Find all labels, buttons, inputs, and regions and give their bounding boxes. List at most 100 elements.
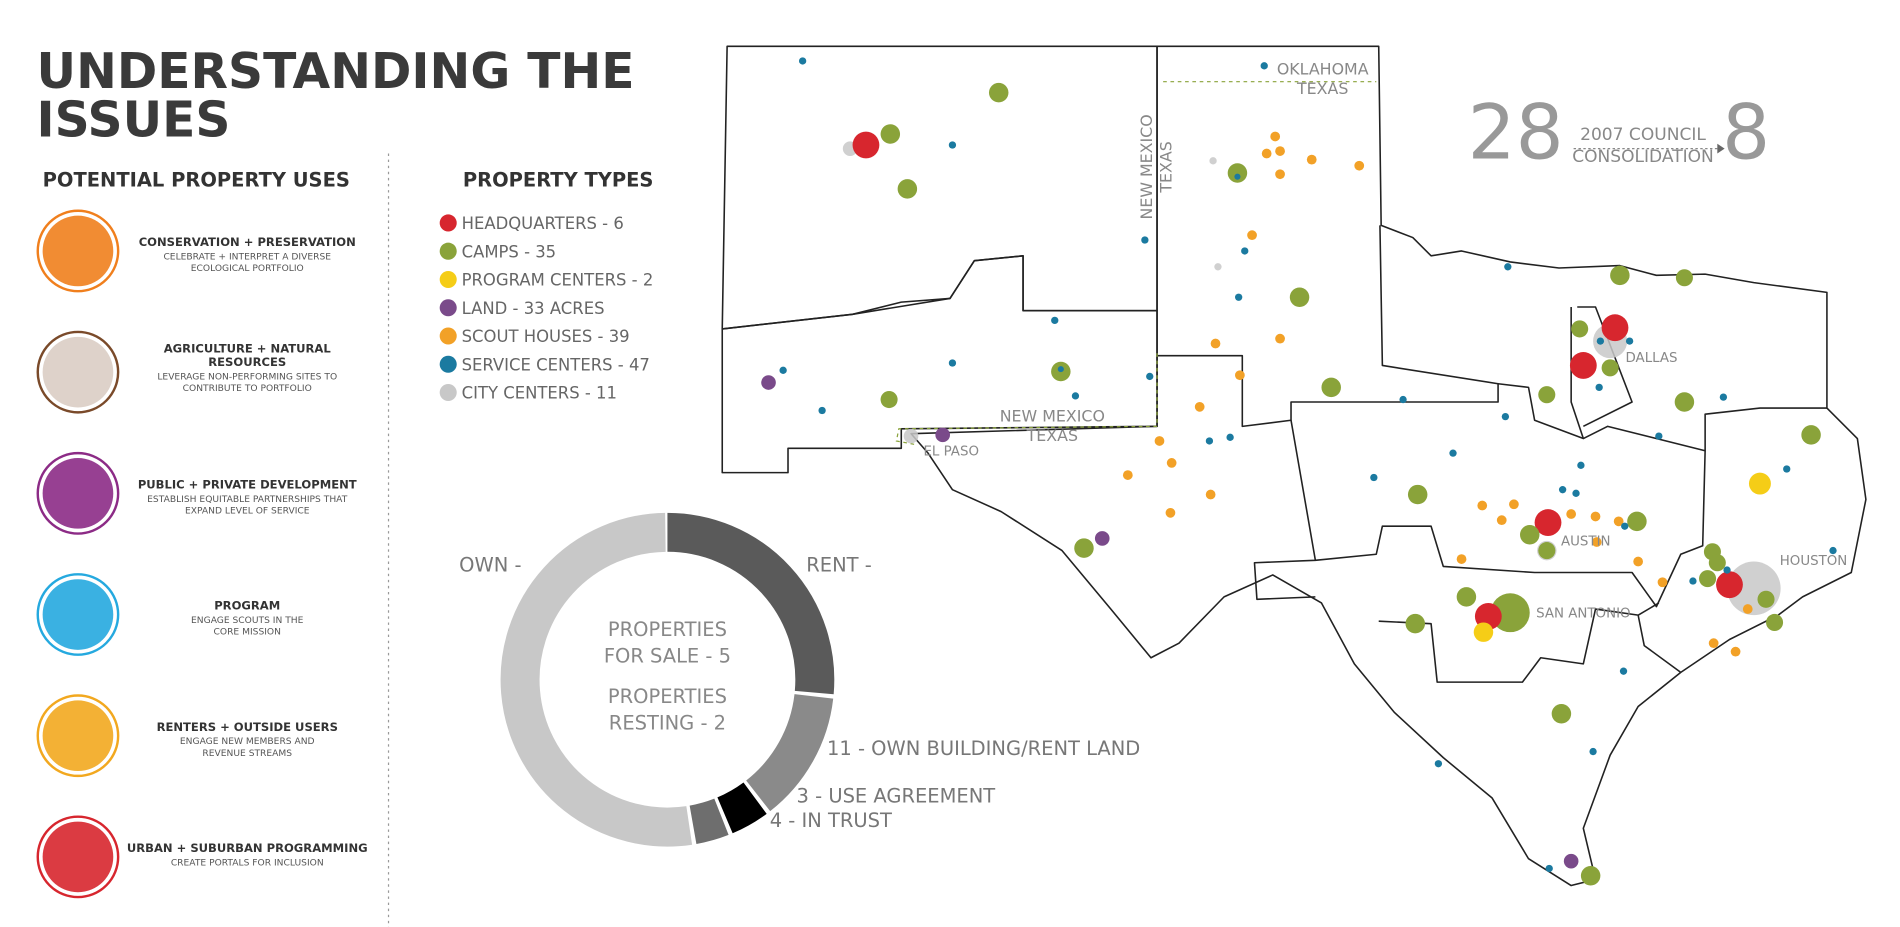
donut-segment	[689, 798, 729, 845]
legend-label: PROGRAM CENTERS - 2	[462, 271, 654, 290]
map-dot	[1235, 370, 1245, 381]
map-dot	[1370, 473, 1378, 482]
legend-swatch	[439, 355, 457, 373]
map-dot	[935, 427, 950, 443]
map-dot	[761, 375, 776, 390]
map-dot	[1595, 383, 1603, 392]
map-dot	[1122, 470, 1133, 480]
map-dot	[1699, 570, 1717, 588]
map-dot	[1214, 263, 1222, 271]
map-dot	[1456, 554, 1467, 564]
map-dot	[1534, 509, 1562, 536]
use-icon-fill	[42, 336, 114, 408]
donut-segment-label: 3 - USE AGREEMENT	[797, 785, 996, 808]
stat-label: 2007 COUNCIL	[1580, 125, 1706, 145]
map-dot	[1154, 436, 1165, 446]
map-dot	[1766, 613, 1784, 631]
map-dot	[818, 406, 826, 415]
legend-swatch	[439, 327, 457, 345]
use-icon-fill	[42, 215, 114, 287]
stat-after: 8	[1722, 88, 1770, 176]
map-dot	[1655, 432, 1663, 440]
map-label: SAN ANTONIO	[1536, 607, 1630, 622]
map-dot	[1449, 449, 1457, 457]
map-dot	[1235, 293, 1243, 301]
map-dot	[880, 391, 898, 409]
map-label: EL PASO	[923, 445, 979, 460]
legend-swatch	[439, 242, 457, 260]
map-dot	[1590, 511, 1601, 522]
map-dot	[1742, 604, 1753, 614]
use-description: REVENUE STREAMS	[202, 749, 292, 759]
map-dot	[1748, 472, 1771, 495]
map-dot	[988, 82, 1009, 103]
map-dot	[1591, 537, 1602, 547]
map-dot	[1708, 554, 1726, 572]
donut-segment	[745, 693, 834, 812]
map-dot	[1625, 337, 1634, 345]
map-label: NEW MEXICO	[1000, 406, 1105, 425]
map-dot	[1689, 577, 1697, 585]
map-dot	[1275, 169, 1285, 180]
map-dot	[1501, 412, 1510, 421]
stat-before: 28	[1468, 88, 1564, 176]
map-dot	[1241, 247, 1249, 255]
legend-swatch	[439, 270, 457, 288]
map-dot	[1829, 546, 1837, 555]
use-description: ESTABLISH EQUITABLE PARTNERSHIPS THAT	[147, 495, 348, 505]
map-dot	[1610, 265, 1630, 286]
map-dot	[1141, 236, 1149, 244]
map-dot	[1289, 287, 1310, 307]
map-dot	[1210, 338, 1221, 349]
title: UNDERSTANDING THE	[37, 44, 635, 100]
map-dot	[1601, 314, 1629, 342]
map-label: TEXAS	[1026, 426, 1078, 445]
map-dot	[1205, 437, 1214, 445]
use-title: RESOURCES	[208, 355, 286, 369]
map-dot	[1633, 556, 1644, 567]
use-title: PUBLIC + PRIVATE DEVELOPMENT	[138, 477, 357, 491]
map-dot	[852, 131, 880, 159]
donut-segment	[716, 782, 767, 834]
map-dot	[1545, 864, 1553, 873]
map-dot	[1247, 230, 1257, 241]
map-dot	[1405, 613, 1425, 634]
old-boundary	[895, 81, 1377, 446]
map-dot	[1675, 269, 1693, 287]
map-dot	[1619, 667, 1628, 675]
legend-swatch	[439, 299, 457, 317]
map-label: TEXAS	[1157, 141, 1176, 193]
map-dot	[1613, 516, 1624, 527]
map-dot	[1589, 747, 1597, 756]
map-dot	[1596, 337, 1605, 345]
map-dot	[1551, 704, 1572, 724]
map-dot	[1094, 531, 1110, 546]
donut-segment-label: 4 - IN TRUST	[770, 809, 892, 832]
map-dot	[1577, 461, 1585, 469]
use-description: EXPAND LEVEL OF SERVICE	[185, 506, 310, 516]
legend-label: HEADQUARTERS - 6	[462, 214, 624, 233]
use-description: ENGAGE SCOUTS IN THE	[191, 616, 304, 626]
map-dot	[1227, 163, 1248, 183]
stat-arrowhead	[1717, 143, 1725, 154]
map-dot	[1566, 509, 1577, 519]
use-icon-fill	[42, 821, 114, 893]
use-description: LEVERAGE NON-PERFORMING SITES TO	[157, 372, 337, 382]
types-heading: PROPERTY TYPES	[463, 168, 654, 191]
map-dot	[1270, 131, 1281, 142]
use-description: ECOLOGICAL PORTFOLIO	[191, 264, 304, 274]
use-description: CELEBRATE + INTERPRET A DIVERSE	[163, 252, 331, 262]
map-dot	[948, 359, 957, 367]
map-dot	[1627, 511, 1647, 532]
map-dot	[1719, 393, 1728, 401]
map-dot	[1496, 515, 1507, 526]
map-dot	[1194, 401, 1205, 412]
legend-label: SERVICE CENTERS - 47	[462, 355, 650, 374]
use-title: RENTERS + OUTSIDE USERS	[157, 720, 338, 734]
map-dot	[1051, 316, 1059, 325]
use-title: AGRICULTURE + NATURAL	[164, 342, 332, 356]
stat-label: CONSOLIDATION	[1572, 147, 1714, 167]
map-dot	[1783, 465, 1791, 473]
map-dot	[1275, 333, 1285, 344]
map-dot	[1074, 538, 1094, 558]
